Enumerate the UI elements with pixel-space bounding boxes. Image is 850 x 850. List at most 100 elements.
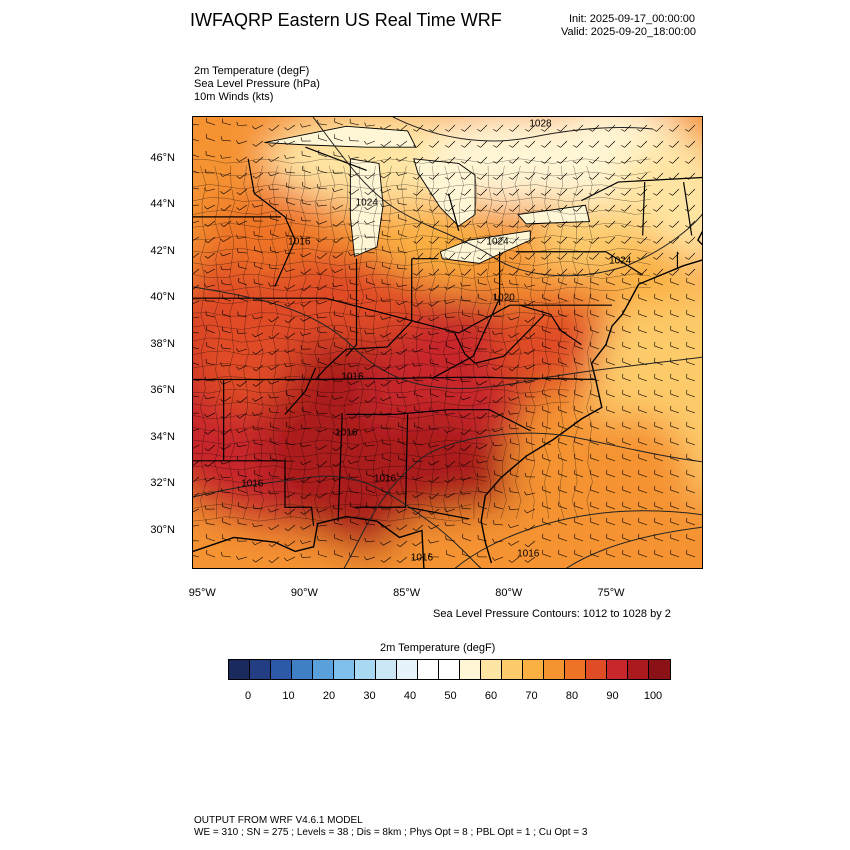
wind-barb <box>270 422 280 430</box>
wind-barb <box>685 268 696 276</box>
wind-barb <box>428 552 440 558</box>
wind-barb <box>622 549 632 558</box>
wind-barb <box>606 421 616 430</box>
wind-barb <box>206 118 216 126</box>
wind-barb <box>428 284 440 292</box>
wind-barb <box>589 236 600 244</box>
wind-barb <box>220 220 232 227</box>
wind-barb <box>222 309 232 318</box>
wind-barb <box>653 188 664 196</box>
county-border <box>193 299 570 305</box>
wind-barb <box>461 296 472 302</box>
wind-barb <box>284 348 296 354</box>
colorbar-cell <box>523 660 544 679</box>
wind-barb <box>300 553 312 558</box>
wind-barb <box>444 521 456 526</box>
latitude-label: 36°N <box>150 384 175 397</box>
wind-barb <box>316 444 328 451</box>
wind-barb <box>508 410 520 415</box>
wind-barb <box>237 470 248 478</box>
wind-barb <box>268 540 280 547</box>
wind-barb <box>284 508 296 515</box>
wind-barb <box>380 188 392 194</box>
wind-barb <box>380 216 392 222</box>
wind-barb <box>670 549 680 558</box>
wind-barb <box>557 140 568 148</box>
wind-barb <box>252 296 264 302</box>
wind-barb <box>686 277 696 286</box>
wind-barb <box>590 389 600 398</box>
wind-barb <box>653 140 664 148</box>
wind-barb <box>236 428 248 434</box>
wind-barb <box>558 421 568 430</box>
wind-barb <box>221 344 232 350</box>
wind-barb <box>670 293 680 302</box>
wind-barb <box>462 533 472 542</box>
wind-barb <box>252 522 264 528</box>
wind-barb <box>557 236 568 244</box>
wind-barb <box>589 156 600 164</box>
wind-barb <box>524 300 536 306</box>
wind-barb <box>524 508 536 514</box>
wind-barb <box>590 533 600 542</box>
wind-barb <box>428 344 440 350</box>
county-border <box>193 337 570 343</box>
wind-barb <box>493 268 504 276</box>
wind-barb <box>317 184 328 190</box>
wind-barb <box>348 380 360 386</box>
wind-barb <box>412 556 424 561</box>
wind-barb <box>445 252 456 260</box>
wind-barb <box>654 293 664 302</box>
wind-barb <box>509 204 520 212</box>
wind-barb <box>590 293 600 302</box>
wind-barb <box>252 540 264 546</box>
wind-barb <box>637 140 648 148</box>
wind-barb <box>396 282 408 288</box>
wind-barb <box>669 172 680 180</box>
wind-barb <box>204 268 216 274</box>
wind-barb <box>300 284 312 292</box>
wind-barb <box>316 314 328 319</box>
wind-barb <box>300 268 312 275</box>
wind-barb <box>476 472 488 478</box>
wind-barb <box>460 377 472 383</box>
wind-barb <box>590 325 600 334</box>
wind-barb <box>252 380 264 387</box>
wind-barb <box>542 357 552 366</box>
wind-barb <box>204 376 216 382</box>
wind-barb <box>638 389 648 398</box>
wind-barb <box>332 282 344 287</box>
wind-barb <box>476 459 488 464</box>
wind-barb <box>268 282 280 287</box>
wind-barb <box>476 396 488 403</box>
slp-contour-note: Sea Level Pressure Contours: 1012 to 102… <box>433 608 671 620</box>
wind-barb <box>590 437 600 446</box>
wind-barb <box>524 524 536 531</box>
wind-barb <box>348 204 360 212</box>
wind-barb <box>590 501 600 510</box>
wind-barb <box>492 380 504 387</box>
wind-barb <box>348 155 360 160</box>
wind-barb <box>220 188 232 195</box>
latitude-label: 46°N <box>150 151 175 164</box>
wind-barb <box>526 422 536 430</box>
wind-barb <box>460 490 472 495</box>
wind-barb <box>222 517 232 526</box>
wind-barb <box>542 549 552 558</box>
county-border <box>193 363 570 369</box>
wind-barb <box>252 332 264 338</box>
wind-barb <box>638 341 648 350</box>
wind-barb <box>205 519 216 526</box>
wind-barb <box>236 412 248 419</box>
wind-barb <box>654 277 664 286</box>
wind-barb <box>316 522 328 527</box>
wind-barb <box>380 411 392 416</box>
wind-barb <box>396 124 408 132</box>
wind-barb <box>348 236 360 242</box>
colorbar-cell <box>376 660 397 679</box>
wind-barb <box>193 460 200 467</box>
wind-barb <box>348 473 360 478</box>
wind-barb <box>637 268 648 276</box>
wind-barb <box>557 124 568 132</box>
wind-barb <box>193 347 200 350</box>
